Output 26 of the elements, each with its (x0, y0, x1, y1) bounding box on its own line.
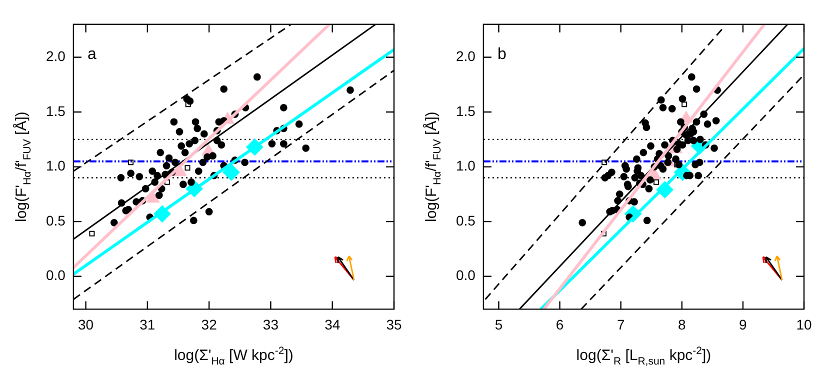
x-tick-label: 6 (556, 316, 564, 332)
x-tick-label: 10 (796, 316, 812, 332)
x-tick-label: 33 (262, 316, 279, 332)
y-tick-label: 1.5 (46, 102, 66, 119)
x-tick-label: 32 (201, 316, 218, 332)
y-tick-label: 0.5 (456, 212, 476, 228)
x-tick-label: 30 (78, 316, 94, 332)
x-tick-label: 31 (140, 316, 156, 332)
y-tick-label: 1.0 (46, 158, 66, 174)
x-tick-label: 35 (386, 316, 402, 332)
annotation: a (87, 46, 96, 63)
y-axis-title: log(F'Hα/f'FUV [Å]) (12, 112, 34, 222)
y-tick-label: 0.0 (456, 267, 476, 284)
x-tick-label: 5 (494, 316, 503, 332)
annotation: b (497, 46, 506, 63)
x-tick-label: 9 (739, 316, 748, 332)
y-tick-label: 1.5 (456, 102, 476, 119)
y-tick-label: 2.0 (46, 48, 66, 64)
x-tick-label: 34 (324, 316, 340, 332)
y-tick-label: 2.0 (456, 48, 476, 64)
y-axis-title: log(F'Hα/f'FUV [Å]) (422, 112, 444, 222)
x-tick-label: 7 (616, 316, 625, 332)
x-tick-label: 8 (678, 316, 686, 332)
y-tick-label: 0.0 (46, 267, 66, 284)
y-tick-label: 1.0 (456, 158, 476, 174)
y-tick-label: 0.5 (46, 212, 66, 228)
